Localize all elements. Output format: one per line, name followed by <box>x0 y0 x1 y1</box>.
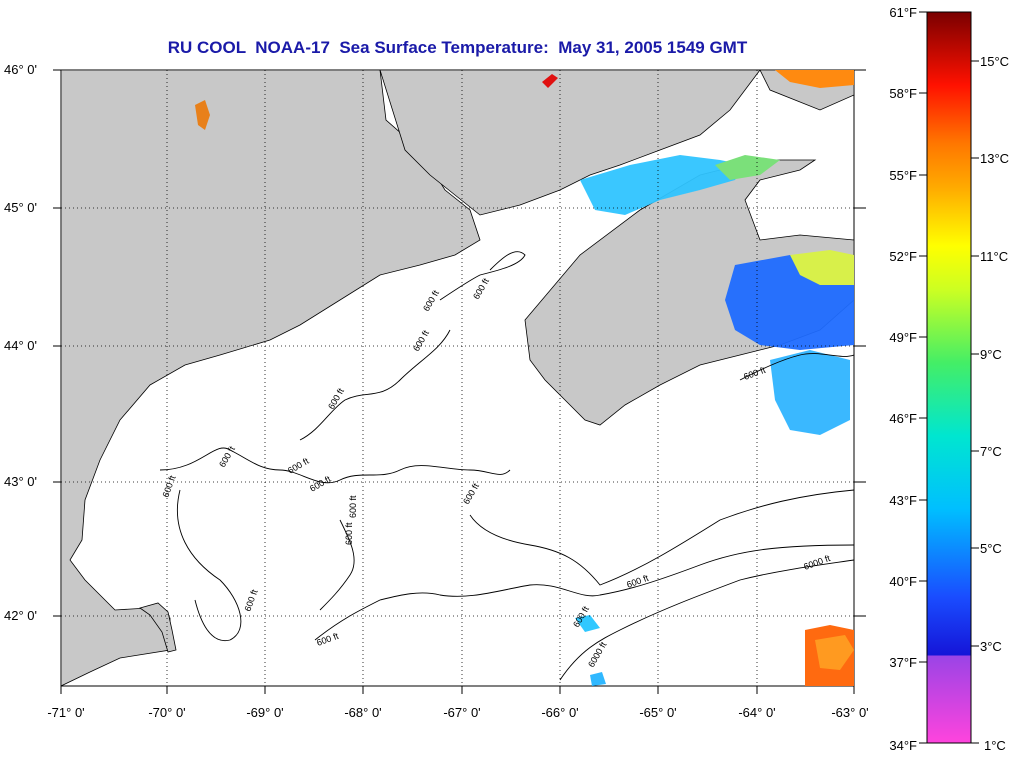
sst-scotian-north <box>790 250 854 285</box>
lat-label: 44° 0' <box>4 338 37 353</box>
axis-ticks <box>53 69 866 694</box>
map-title: RU COOL NOAA-17 Sea Surface Temperature:… <box>167 38 748 57</box>
sst-bay-of-fundy <box>580 155 745 215</box>
land-new-brunswick <box>379 70 761 216</box>
sst-minas-basin <box>715 155 780 180</box>
lon-label: -63° 0' <box>831 705 868 720</box>
sst-patch-south-2 <box>590 672 606 686</box>
lon-label: -67° 0' <box>443 705 480 720</box>
sst-patch-gulf-west <box>195 100 210 130</box>
sst-northeast-corner <box>775 70 854 88</box>
sst-patch-red-north <box>542 74 558 88</box>
fahrenheit-label: 55°F <box>889 168 917 183</box>
celsius-label: 15°C <box>980 54 1009 69</box>
fahrenheit-label: 46°F <box>889 411 917 426</box>
lat-label: 45° 0' <box>4 200 37 215</box>
lon-label: -65° 0' <box>639 705 676 720</box>
sst-patch-south <box>575 615 600 632</box>
lon-label: -68° 0' <box>344 705 381 720</box>
lon-label: -70° 0' <box>148 705 185 720</box>
contour-label: 600 ft <box>344 522 354 545</box>
lon-label: -69° 0' <box>246 705 283 720</box>
celsius-label: 11°C <box>980 249 1008 264</box>
lon-label: -66° 0' <box>541 705 578 720</box>
colorbar-ticks <box>919 11 979 744</box>
celsius-label: 9°C <box>980 347 1002 362</box>
lon-label: -71° 0' <box>47 705 84 720</box>
fahrenheit-label: 49°F <box>889 330 917 345</box>
celsius-label: 13°C <box>980 151 1009 166</box>
fahrenheit-label: 37°F <box>889 655 917 670</box>
color-bar <box>926 11 972 744</box>
contour-label: 600 ft <box>348 495 358 518</box>
longitude-labels: -71° 0' -70° 0' -69° 0' -68° 0' -67° 0' … <box>47 705 868 720</box>
sst-scotian-south <box>770 350 850 435</box>
sst-southeast-warm-core <box>815 635 854 670</box>
celsius-label: 3°C <box>980 639 1002 654</box>
latitude-labels: 46° 0' 45° 0' 44° 0' 43° 0' 42° 0' <box>4 62 37 623</box>
graticule <box>61 70 854 686</box>
fahrenheit-label: 52°F <box>889 249 917 264</box>
fahrenheit-label: 40°F <box>889 574 917 589</box>
bathymetry-contours <box>159 251 854 681</box>
fahrenheit-label: 61°F <box>889 5 917 20</box>
lat-label: 46° 0' <box>4 62 37 77</box>
celsius-label: 5°C <box>980 541 1002 556</box>
celsius-labels: 15°C 13°C 11°C 9°C 7°C 5°C 3°C 1°C <box>980 54 1009 753</box>
fahrenheit-labels: 61°F 58°F 55°F 52°F 49°F 46°F 43°F 40°F … <box>889 5 917 753</box>
fahrenheit-label: 34°F <box>889 738 917 753</box>
celsius-label: 1°C <box>984 738 1006 753</box>
lat-label: 42° 0' <box>4 608 37 623</box>
fahrenheit-label: 58°F <box>889 86 917 101</box>
lat-label: 43° 0' <box>4 474 37 489</box>
celsius-label: 7°C <box>980 444 1002 459</box>
land-cape-cod <box>139 602 177 653</box>
lon-label: -64° 0' <box>738 705 775 720</box>
fahrenheit-label: 43°F <box>889 493 917 508</box>
